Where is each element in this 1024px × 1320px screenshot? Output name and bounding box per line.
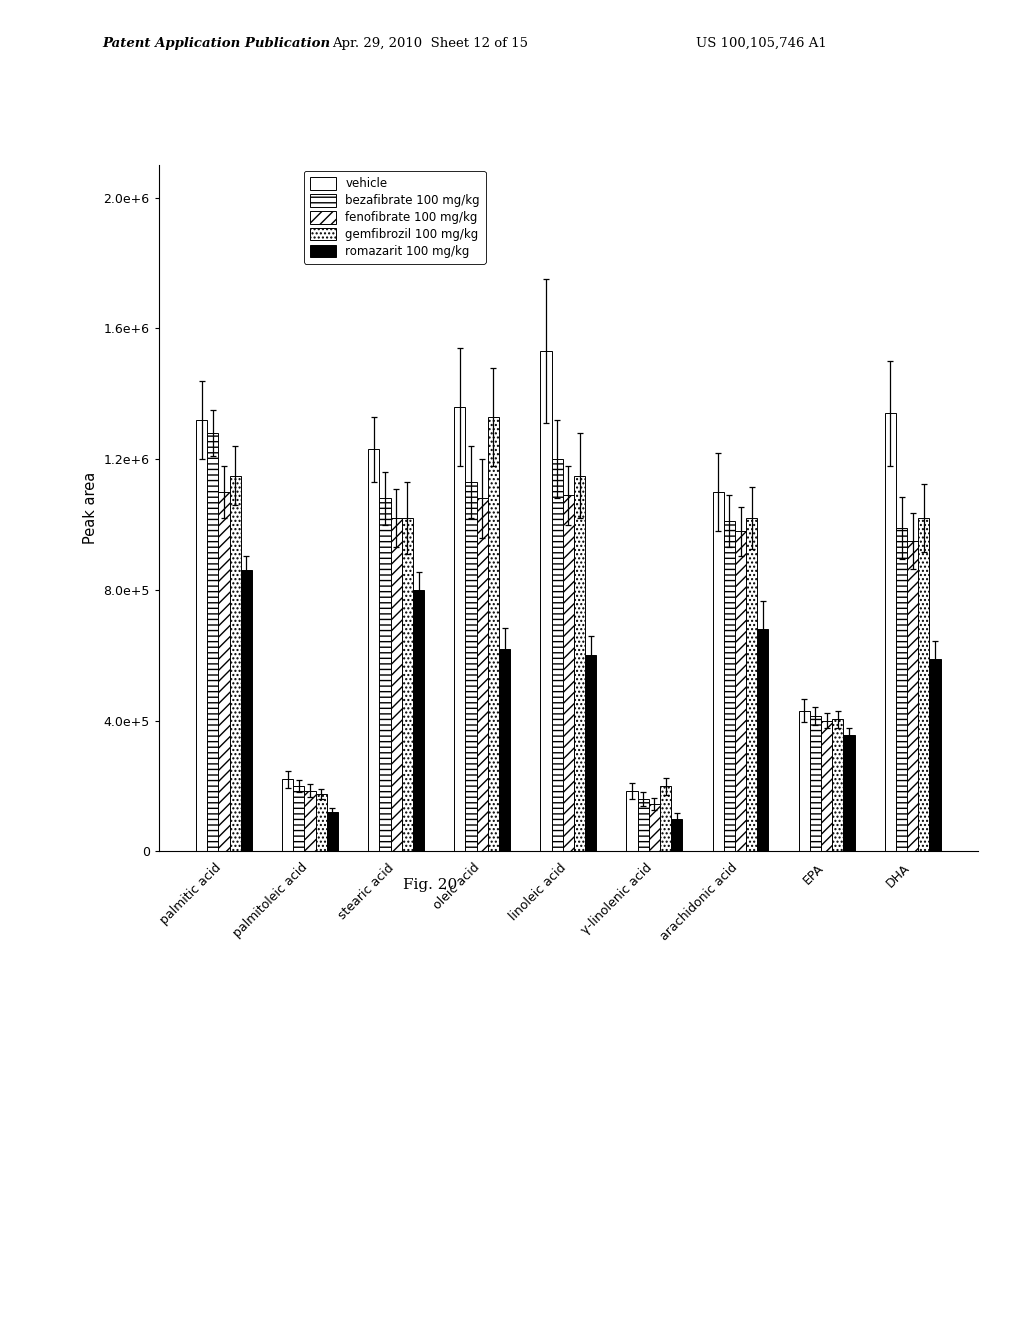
Bar <box>821 721 833 851</box>
Bar <box>585 655 596 851</box>
Bar <box>735 531 746 851</box>
Bar <box>660 785 671 851</box>
Y-axis label: Peak area: Peak area <box>83 473 97 544</box>
Bar <box>229 475 241 851</box>
Legend: vehicle, bezafibrate 100 mg/kg, fenofibrate 100 mg/kg, gemfibrozil 100 mg/kg, ro: vehicle, bezafibrate 100 mg/kg, fenofibr… <box>304 170 485 264</box>
Bar <box>896 528 907 851</box>
Bar <box>799 711 810 851</box>
Bar <box>713 492 724 851</box>
Bar <box>573 475 585 851</box>
Bar <box>671 818 682 851</box>
Bar <box>487 417 499 851</box>
Bar <box>563 495 573 851</box>
Bar <box>413 590 424 851</box>
Bar <box>401 517 413 851</box>
Bar <box>327 812 338 851</box>
Bar <box>207 433 218 851</box>
Bar <box>476 499 487 851</box>
Bar <box>844 735 855 851</box>
Bar <box>724 521 735 851</box>
Bar <box>282 780 293 851</box>
Bar <box>196 420 207 851</box>
Bar <box>499 648 510 851</box>
Bar <box>379 499 390 851</box>
Bar <box>541 351 552 851</box>
Bar <box>390 517 401 851</box>
Bar <box>218 492 229 851</box>
Bar <box>241 570 252 851</box>
Bar <box>304 791 315 851</box>
Bar <box>552 459 563 851</box>
Bar <box>455 407 466 851</box>
Text: Fig. 20: Fig. 20 <box>403 878 457 892</box>
Bar <box>907 541 919 851</box>
Bar <box>649 804 660 851</box>
Bar <box>638 799 649 851</box>
Bar <box>746 517 758 851</box>
Bar <box>466 482 476 851</box>
Bar <box>315 795 327 851</box>
Bar <box>919 517 930 851</box>
Bar <box>627 791 638 851</box>
Bar <box>293 785 304 851</box>
Bar <box>930 659 941 851</box>
Bar <box>833 719 844 851</box>
Bar <box>885 413 896 851</box>
Text: Patent Application Publication: Patent Application Publication <box>102 37 331 50</box>
Bar <box>758 630 768 851</box>
Text: Apr. 29, 2010  Sheet 12 of 15: Apr. 29, 2010 Sheet 12 of 15 <box>332 37 528 50</box>
Bar <box>810 715 821 851</box>
Text: US 100,105,746 A1: US 100,105,746 A1 <box>696 37 827 50</box>
Bar <box>369 449 379 851</box>
